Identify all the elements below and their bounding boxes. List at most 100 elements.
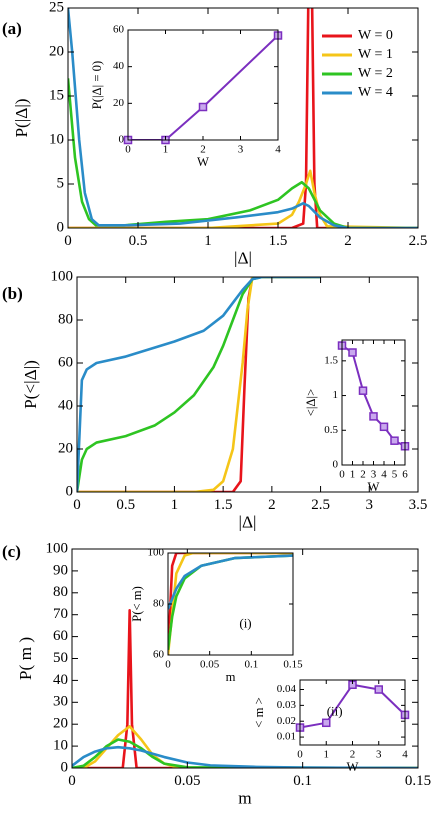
x-tick-label: 0: [339, 468, 345, 480]
x-axis-label: |Δ|: [234, 248, 252, 267]
panel-label: (a): [2, 19, 22, 38]
y-tick-label: 100: [148, 547, 165, 559]
y-tick-label: 0: [61, 759, 69, 775]
x-tick-label: 0.1: [293, 773, 312, 789]
marker: [390, 436, 399, 445]
axes-frame: [67, 7, 419, 229]
legend-label: W = 4: [358, 85, 393, 100]
y-tick-label: 100: [46, 540, 69, 556]
y-tick-label: 60: [113, 24, 125, 36]
y-tick-label: 0.04: [277, 683, 297, 695]
panel-label: (b): [2, 284, 23, 303]
series-line: [68, 8, 418, 228]
x-tick-label: 2: [268, 497, 276, 513]
x-tick-label: 1: [324, 748, 330, 760]
y-tick-label: 1: [333, 389, 339, 401]
x-tick-label: 2: [360, 468, 366, 480]
series-line: [77, 277, 321, 492]
series-line: [72, 738, 418, 768]
y-tick-label: 40: [58, 397, 73, 413]
x-tick-label: 0: [165, 658, 171, 670]
x-tick-label: 3: [366, 497, 374, 513]
chart: 0 0.5 1 1.5 2 2.5 3 3.5020406080100|Δ|P(<|Δ|)(b…: [2, 268, 427, 531]
x-tick-label: 0: [73, 497, 81, 513]
marker: [348, 348, 357, 357]
y-tick-label: 20: [53, 716, 68, 732]
y-tick-label: 10: [49, 131, 64, 147]
plot-background: [168, 553, 293, 655]
y-axis-label: P(< m): [130, 586, 144, 622]
x-axis-label: m: [238, 788, 252, 807]
y-tick-label: 60: [58, 354, 73, 370]
y-tick-label: 20: [49, 43, 64, 59]
x-tick-label: 1: [204, 233, 212, 249]
y-tick-label: 0.02: [277, 715, 296, 727]
y-axis-label: P(<|Δ|): [21, 360, 40, 409]
x-tick-label: 0.05: [200, 658, 220, 670]
series-line: [68, 8, 418, 228]
y-tick-label: 50: [53, 650, 68, 666]
x-tick-label: 0: [64, 233, 72, 249]
x-tick-label: 4: [402, 748, 408, 760]
marker: [369, 412, 378, 421]
marker: [358, 386, 368, 395]
series-line: [168, 553, 293, 655]
y-tick-label: 0.03: [277, 699, 297, 711]
series-line: [77, 277, 321, 492]
x-axis-label: m: [226, 670, 236, 684]
marker: [322, 718, 331, 728]
x-tick-label: 1.5: [269, 233, 288, 249]
legend-label: W = 1: [358, 47, 393, 62]
y-tick-label: 60: [53, 628, 68, 644]
marker: [198, 102, 208, 112]
y-tick-label: 0.01: [277, 731, 296, 743]
x-tick-label: 1: [163, 143, 169, 155]
x-tick-label: 0: [68, 773, 76, 789]
y-axis-label: P(|Δ| = 0): [90, 61, 104, 109]
legend: W = 0 W = 1 W = 2 W = 4: [322, 28, 393, 100]
y-axis-label: P( m ): [16, 637, 35, 680]
series-line: [72, 609, 418, 768]
y-tick-label: 30: [53, 694, 68, 710]
y-tick-label: 0: [57, 219, 65, 235]
y-tick-label: 40: [113, 60, 125, 72]
x-tick-label: 3: [371, 468, 377, 480]
y-tick-label: 40: [53, 672, 68, 688]
y-tick-label: 1.5: [324, 354, 338, 366]
axes-frame: [76, 276, 419, 493]
x-tick-label: 2.5: [409, 233, 428, 249]
x-axis-label: W: [347, 760, 359, 774]
x-tick-label: 2: [200, 143, 206, 155]
plot-background: [342, 340, 405, 465]
y-tick-label: 0.5: [324, 424, 338, 436]
panel-label: (c): [2, 542, 21, 561]
inset-chart: 0 0.05 0.1 0.15 60 80 100 m P(< m) (i): [130, 547, 303, 684]
marker: [374, 685, 383, 694]
y-tick-label: 15: [49, 87, 64, 103]
x-axis-label: W: [197, 155, 209, 169]
x-tick-label: 0.1: [244, 658, 258, 670]
y-axis-label: < m >: [252, 697, 266, 727]
legend-label: W = 2: [358, 66, 393, 81]
series-line: [77, 277, 321, 492]
x-tick-label: 1: [171, 497, 179, 513]
plot-background: [128, 30, 278, 140]
x-axis-label: |Δ|: [239, 512, 257, 531]
x-tick-label: 0.15: [283, 658, 303, 670]
x-axis-label: W: [368, 480, 380, 494]
x-tick-label: 3.5: [409, 497, 428, 513]
y-tick-label: 80: [153, 598, 165, 610]
y-tick-label: 0: [66, 483, 74, 499]
series-line: [68, 78, 418, 228]
x-tick-label: 0.05: [174, 773, 200, 789]
y-tick-label: 10: [53, 738, 68, 754]
x-tick-label: 0: [125, 143, 131, 155]
series-line: [72, 745, 418, 768]
plot-background: [300, 680, 405, 745]
series-line: [168, 553, 293, 655]
x-tick-label: 1: [350, 468, 356, 480]
x-tick-label: 2.5: [311, 497, 330, 513]
y-tick-label: 100: [51, 268, 74, 284]
y-tick-label: 80: [53, 584, 68, 600]
x-tick-label: 2: [350, 748, 356, 760]
